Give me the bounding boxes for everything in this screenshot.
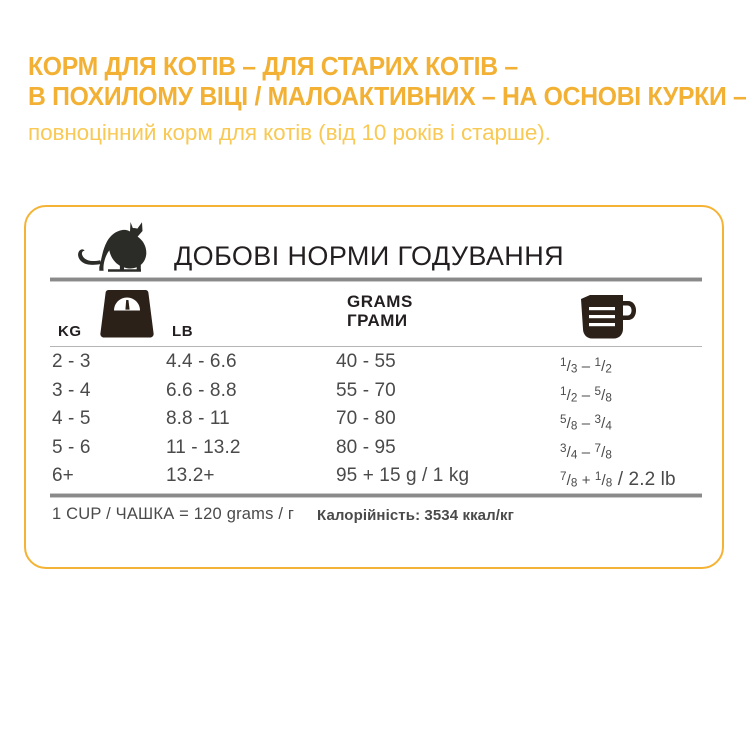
cell-cups: 1/2 – 5/8: [560, 384, 612, 404]
cell-kg: 5 - 6: [52, 436, 91, 458]
column-header-grams: GRAMS ГРАМИ: [347, 292, 413, 330]
bathroom-scale-icon: [98, 287, 156, 343]
cell-kg: 3 - 4: [52, 379, 91, 401]
cell-grams: 95 + 15 g / 1 kg: [336, 465, 470, 486]
measuring-cup-icon: [579, 293, 637, 341]
cell-kg: 6+: [52, 465, 74, 486]
column-header-grams-uk: ГРАМИ: [347, 311, 408, 330]
cell-cups: 3/4 – 7/8: [560, 441, 612, 461]
column-header-grams-en: GRAMS: [347, 292, 413, 311]
heading-line-1: КОРМ ДЛЯ КОТІВ – ДЛЯ СТАРИХ КОТІВ –: [28, 53, 518, 81]
divider-under-title: [50, 277, 702, 282]
cell-grams: 40 - 55: [336, 351, 396, 372]
table-row: 5 - 6 11 - 13.2 80 - 95 3/4 – 7/8: [26, 437, 722, 466]
units-header-row: KG LB GRAMS ГРАМИ: [26, 285, 722, 345]
cell-lb: 4.4 - 6.6: [166, 351, 237, 372]
cell-cups: 5/8 – 3/4: [560, 413, 612, 433]
cell-lb: 13.2+: [166, 465, 215, 486]
column-header-kg: KG: [58, 323, 82, 340]
card-title: ДОБОВІ НОРМИ ГОДУВАННЯ: [174, 241, 564, 271]
product-heading: КОРМ ДЛЯ КОТІВ – ДЛЯ СТАРИХ КОТІВ – В ПО…: [28, 52, 747, 149]
column-header-lb: LB: [172, 323, 194, 340]
card-title-row: ДОБОВІ НОРМИ ГОДУВАННЯ: [26, 215, 722, 277]
feeding-guide-card: ДОБОВІ НОРМИ ГОДУВАННЯ KG LB GRAMS ГРАМИ: [24, 205, 724, 569]
divider-under-units: [50, 346, 702, 347]
feeding-table: 2 - 3 4.4 - 6.6 40 - 55 1/3 – 1/2 3 - 4 …: [26, 351, 722, 494]
cell-kg: 4 - 5: [52, 408, 91, 429]
table-row: 2 - 3 4.4 - 6.6 40 - 55 1/3 – 1/2: [26, 351, 722, 380]
cell-cups: 7/8 + 1/8 / 2.2 lb: [560, 469, 676, 490]
cell-lb: 6.6 - 8.8: [166, 379, 237, 401]
cup-equivalence-note: 1 CUP / ЧАШКА = 120 grams / г: [52, 505, 295, 523]
cell-cups: 1/3 – 1/2: [560, 356, 612, 376]
table-row: 6+ 13.2+ 95 + 15 g / 1 kg 7/8 + 1/8 / 2.…: [26, 465, 722, 494]
cell-grams: 55 - 70: [336, 379, 396, 401]
table-row: 4 - 5 8.8 - 11 70 - 80 5/8 – 3/4: [26, 408, 722, 437]
cell-kg: 2 - 3: [52, 351, 91, 372]
divider-above-footer: [50, 493, 702, 498]
cell-grams: 80 - 95: [336, 436, 396, 458]
card-footer: 1 CUP / ЧАШКА = 120 grams / г Калорійніс…: [26, 505, 722, 535]
cell-lb: 8.8 - 11: [166, 408, 230, 429]
calorie-content-note: Калорійність: 3534 ккал/кг: [317, 507, 514, 524]
cat-silhouette-icon: [72, 219, 158, 275]
cell-lb: 11 - 13.2: [166, 436, 241, 458]
heading-line-2: В ПОХИЛОМУ ВІЦІ / МАЛОАКТИВНИХ – НА ОСНО…: [28, 83, 747, 111]
heading-line-3: повноцінний корм для котів (від 10 років…: [28, 120, 551, 145]
table-row: 3 - 4 6.6 - 8.8 55 - 70 1/2 – 5/8: [26, 380, 722, 409]
cell-grams: 70 - 80: [336, 408, 396, 429]
